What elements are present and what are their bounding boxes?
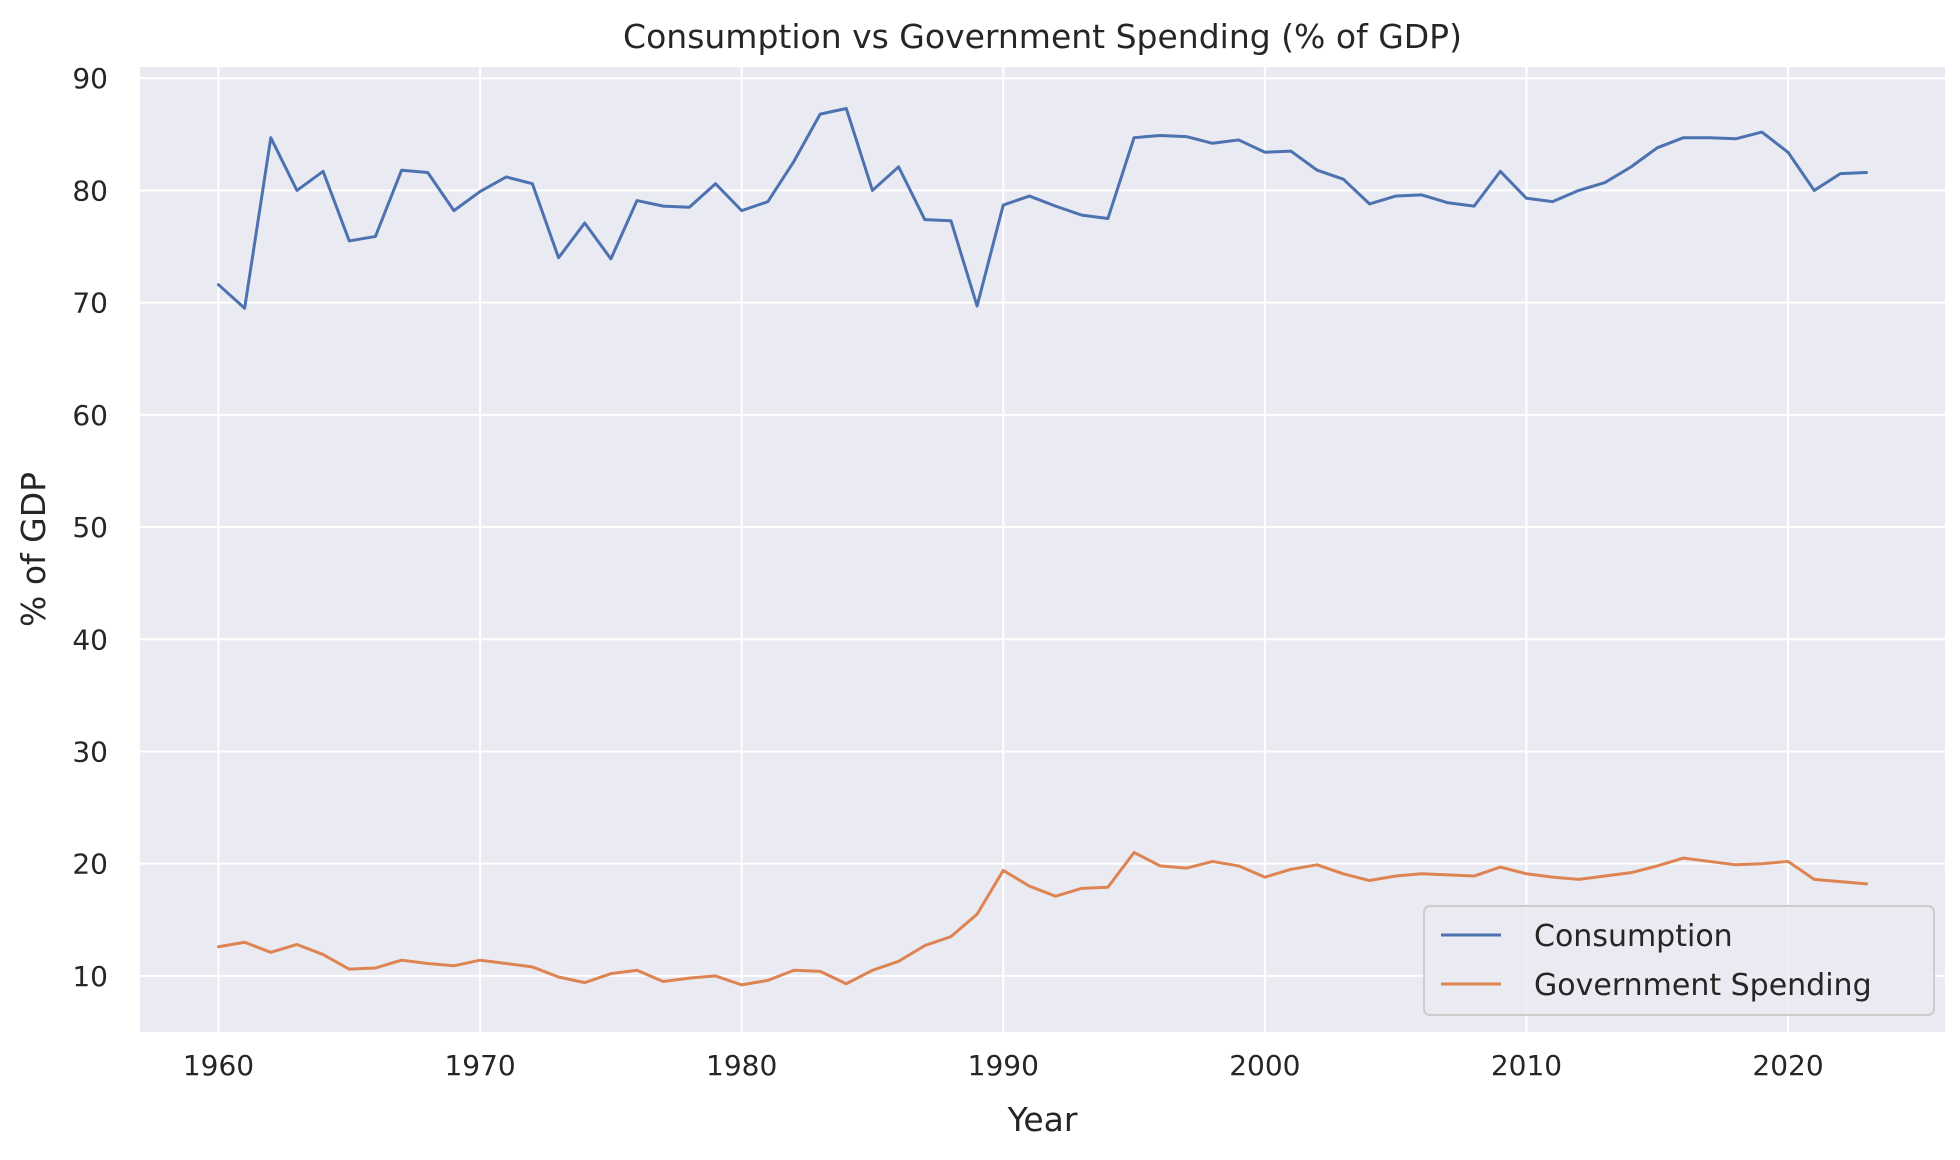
x-tick-label: 1990 bbox=[968, 1049, 1039, 1082]
legend: Consumption Government Spending bbox=[1423, 905, 1935, 1016]
y-tick-label: 80 bbox=[72, 174, 108, 207]
chart-title: Consumption vs Government Spending (% of… bbox=[623, 17, 1462, 56]
y-tick-label: 30 bbox=[72, 735, 108, 768]
y-tick-label: 70 bbox=[72, 287, 108, 320]
x-tick-label: 2020 bbox=[1752, 1049, 1823, 1082]
legend-label-2: Government Spending bbox=[1534, 968, 1872, 1003]
y-tick-label: 50 bbox=[72, 511, 108, 544]
series-layer bbox=[216, 107, 1869, 987]
x-axis-label: Year bbox=[1007, 1100, 1078, 1139]
x-tick-label: 2000 bbox=[1229, 1049, 1300, 1082]
y-tick-label: 10 bbox=[72, 960, 108, 993]
x-tick-label: 1970 bbox=[444, 1049, 515, 1082]
plot-area bbox=[140, 67, 1945, 1032]
grid-lines bbox=[140, 67, 1945, 1032]
y-tick-label: 60 bbox=[72, 399, 108, 432]
x-tick-label: 1960 bbox=[183, 1049, 254, 1082]
y-tick-label: 90 bbox=[72, 62, 108, 95]
y-axis-ticks: 10 20 30 40 50 60 70 80 90 bbox=[72, 62, 108, 993]
series-line-1 bbox=[216, 107, 1869, 310]
y-tick-label: 40 bbox=[72, 623, 108, 656]
y-axis-label: % of GDP bbox=[14, 472, 53, 627]
y-tick-label: 20 bbox=[72, 848, 108, 881]
x-axis-ticks: 1960 1970 1980 1990 2000 2010 2020 bbox=[183, 1049, 1824, 1082]
legend-label-1: Consumption bbox=[1534, 919, 1733, 954]
legend-frame bbox=[1423, 905, 1935, 1016]
x-tick-label: 2010 bbox=[1491, 1049, 1562, 1082]
series-line-2 bbox=[216, 850, 1869, 987]
x-tick-label: 1980 bbox=[706, 1049, 777, 1082]
